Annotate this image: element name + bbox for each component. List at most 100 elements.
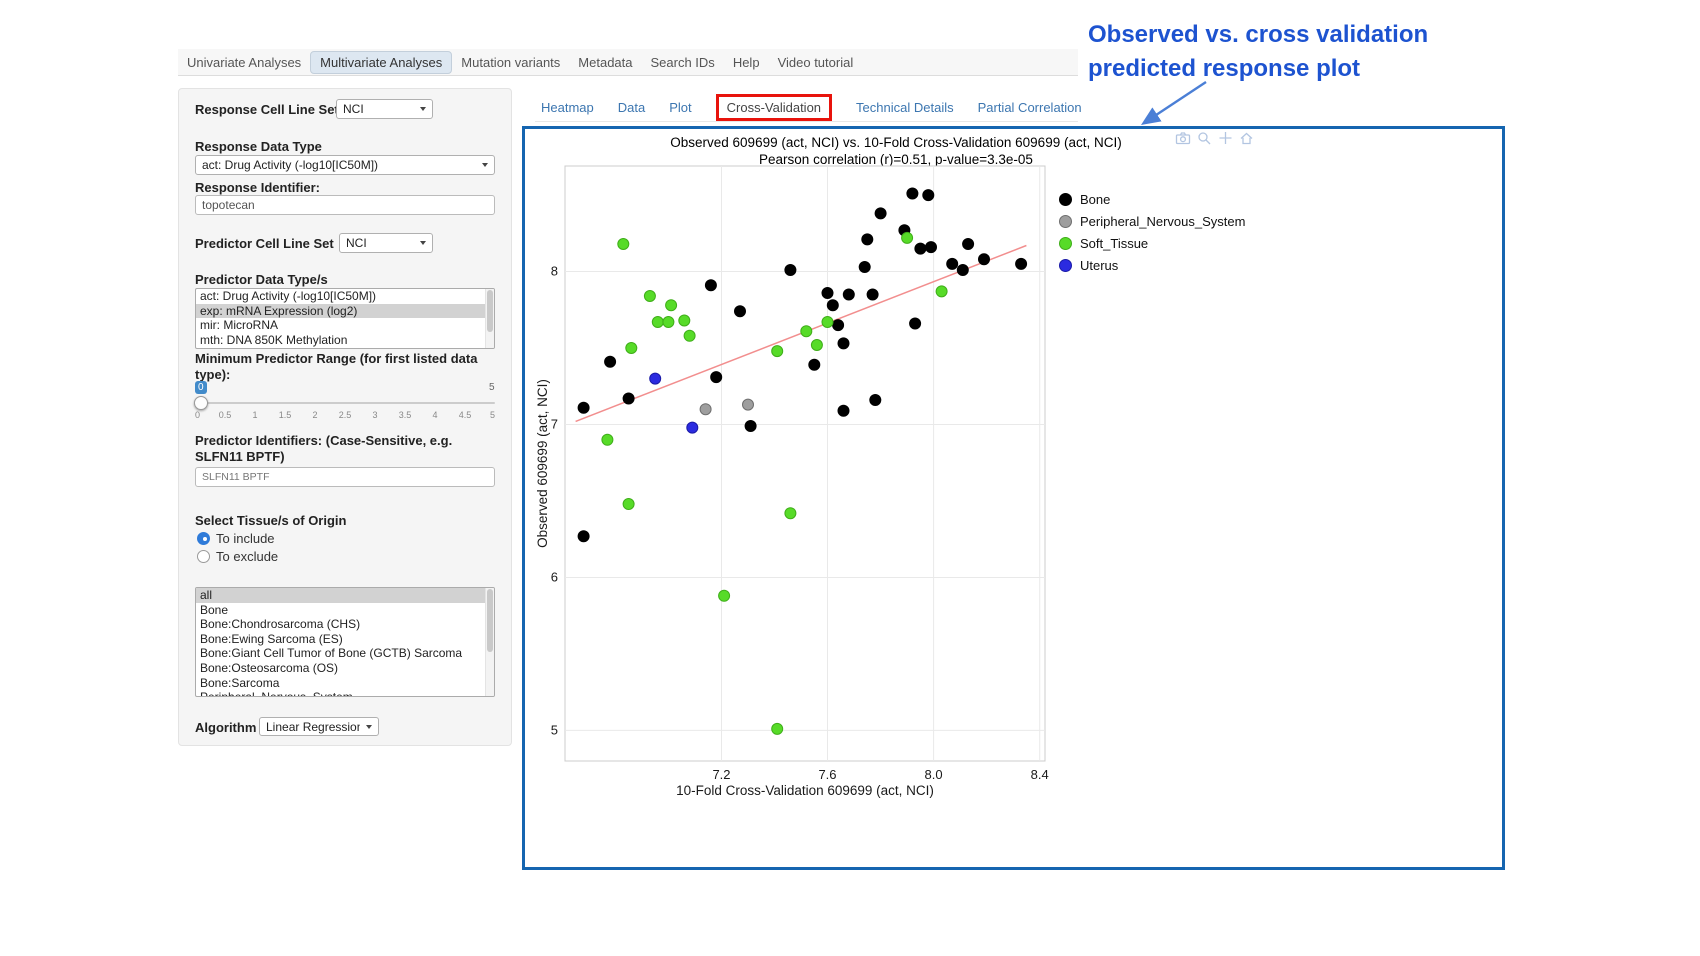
zoom-icon[interactable] <box>1197 131 1212 145</box>
data-point-bone[interactable] <box>604 355 617 368</box>
predictor-data-type-option-mth-dna-850k-methylation[interactable]: mth: DNA 850K Methylation <box>200 332 348 347</box>
tab-technical-details[interactable]: Technical Details <box>856 99 954 115</box>
tab-plot[interactable]: Plot <box>669 99 692 115</box>
tab-partial-correlation[interactable]: Partial Correlation <box>977 99 1082 115</box>
data-point-bone[interactable] <box>861 233 874 246</box>
tissue-radio-to-include[interactable]: To include <box>197 531 275 546</box>
tissue-option-all[interactable]: all <box>196 588 494 603</box>
data-point-soft-tissue[interactable] <box>678 314 691 327</box>
predictor-identifiers-input[interactable] <box>195 467 495 487</box>
tissue-option-bone-sarcoma[interactable]: Bone:Sarcoma <box>200 675 280 690</box>
data-point-bone[interactable] <box>821 287 834 299</box>
data-point-soft-tissue[interactable] <box>771 722 784 735</box>
response-cell-line-set-select[interactable]: NCI <box>336 99 433 119</box>
tab-cross-validation[interactable]: Cross-Validation <box>715 93 833 121</box>
tissue-option-bone-chondrosarcoma-chs[interactable]: Bone:Chondrosarcoma (CHS) <box>200 617 361 632</box>
predictor-data-types-listbox[interactable]: act: Drug Activity (-log10[IC50M]) exp: m… <box>195 288 495 349</box>
tissue-option-bone-osteosarcoma-os[interactable]: Bone:Osteosarcoma (OS) <box>200 660 339 675</box>
data-point-soft-tissue[interactable] <box>718 589 731 602</box>
data-point-bone[interactable] <box>704 279 717 292</box>
data-point-bone[interactable] <box>866 288 879 301</box>
data-point-peripheral-nervous-system[interactable] <box>742 398 754 411</box>
tab-heatmap[interactable]: Heatmap <box>541 99 594 115</box>
data-point-bone[interactable] <box>842 288 855 301</box>
nav-item-metadata[interactable]: Metadata <box>578 54 633 70</box>
data-point-soft-tissue[interactable] <box>622 498 635 510</box>
data-point-bone[interactable] <box>914 242 927 255</box>
data-point-bone[interactable] <box>978 253 990 266</box>
data-point-soft-tissue[interactable] <box>901 231 914 244</box>
min-predictor-range-slider-track[interactable] <box>195 402 495 404</box>
nav-item-univariate-analyses[interactable]: Univariate Analyses <box>187 54 302 70</box>
data-point-bone[interactable] <box>874 207 887 220</box>
data-point-bone[interactable] <box>837 404 850 417</box>
data-point-bone[interactable] <box>784 264 797 276</box>
scrollbar-thumb[interactable] <box>487 589 493 652</box>
tissue-option-bone-giant-cell-tumor-of-bone-gctb-sarcoma[interactable]: Bone:Giant Cell Tumor of Bone (GCTB) Sar… <box>200 646 463 661</box>
data-point-bone[interactable] <box>906 187 919 200</box>
nav-item-multivariate-analyses[interactable]: Multivariate Analyses <box>310 50 453 74</box>
data-point-uterus[interactable] <box>686 421 699 434</box>
data-point-soft-tissue[interactable] <box>643 290 656 302</box>
tissue-scrollbar[interactable] <box>485 588 494 696</box>
data-point-bone[interactable] <box>925 241 937 254</box>
data-point-bone[interactable] <box>922 189 935 202</box>
predictor-data-type-option-mir-microrna[interactable]: mir: MicroRNA <box>200 318 278 333</box>
tissue-option-bone[interactable]: Bone <box>200 602 229 617</box>
predictor-data-type-option-exp-mrna-expression-log2[interactable]: exp: mRNA Expression (log2) <box>196 303 494 319</box>
data-point-bone[interactable] <box>577 401 590 414</box>
data-point-soft-tissue[interactable] <box>625 342 638 354</box>
legend-item-soft-tissue[interactable]: Soft_Tissue <box>1059 232 1245 254</box>
data-point-bone[interactable] <box>837 337 850 350</box>
radio-circle-icon[interactable] <box>197 549 210 563</box>
data-point-bone[interactable] <box>744 420 757 432</box>
scatter-plot[interactable]: 7.2 7.6 8.0 8.4 5 6 7 8 10-Fold Cross-Validation… <box>535 161 1065 811</box>
data-point-peripheral-nervous-system[interactable] <box>699 403 712 416</box>
data-point-bone[interactable] <box>808 358 821 371</box>
tissue-option-bone-ewing-sarcoma-es[interactable]: Bone:Ewing Sarcoma (ES) <box>200 631 343 646</box>
data-point-soft-tissue[interactable] <box>651 316 664 328</box>
legend-item-peripheral-nervous-system[interactable]: Peripheral_Nervous_System <box>1059 210 1245 232</box>
tab-data[interactable]: Data <box>617 99 646 115</box>
data-point-soft-tissue[interactable] <box>800 325 813 338</box>
data-point-bone[interactable] <box>1015 257 1028 270</box>
camera-icon[interactable] <box>1175 131 1191 145</box>
tissue-radio-to-exclude[interactable]: To exclude <box>197 549 278 564</box>
data-point-bone[interactable] <box>869 394 882 406</box>
data-point-soft-tissue[interactable] <box>810 339 823 351</box>
data-point-bone[interactable] <box>956 264 969 276</box>
data-point-bone[interactable] <box>909 317 922 330</box>
scrollbar-thumb[interactable] <box>487 290 493 333</box>
algorithm-select[interactable]: Linear Regression <box>259 717 379 736</box>
home-icon[interactable] <box>1239 131 1254 145</box>
data-point-bone[interactable] <box>710 371 723 384</box>
data-point-uterus[interactable] <box>649 372 662 385</box>
data-point-soft-tissue[interactable] <box>771 345 784 358</box>
slider-handle[interactable] <box>194 396 208 410</box>
data-point-bone[interactable] <box>577 530 590 543</box>
pan-icon[interactable] <box>1218 131 1233 145</box>
data-point-bone[interactable] <box>962 238 975 250</box>
predictor-data-type-scrollbar[interactable] <box>485 289 494 348</box>
predictor-data-type-option-act-drug-activity-log10-ic50m[interactable]: act: Drug Activity (-log10[IC50M]) <box>200 289 377 303</box>
data-point-soft-tissue[interactable] <box>821 316 834 328</box>
data-point-soft-tissue[interactable] <box>601 433 614 446</box>
nav-item-help[interactable]: Help <box>732 54 760 70</box>
data-point-soft-tissue[interactable] <box>683 329 696 342</box>
data-point-bone[interactable] <box>858 261 871 273</box>
nav-item-mutation-variants[interactable]: Mutation variants <box>461 54 561 70</box>
radio-circle-icon[interactable] <box>197 531 210 545</box>
tissue-listbox[interactable]: all Bone Bone:Chondrosarcoma (CHS) Bone:Ewi… <box>195 587 495 697</box>
data-point-soft-tissue[interactable] <box>784 507 797 520</box>
data-point-bone[interactable] <box>734 305 746 318</box>
legend-item-bone[interactable]: Bone <box>1059 188 1245 210</box>
legend-item-uterus[interactable]: Uterus <box>1059 254 1245 276</box>
response-data-type-select[interactable]: act: Drug Activity (-log10[IC50M]) <box>195 155 495 175</box>
data-point-soft-tissue[interactable] <box>617 238 630 250</box>
data-point-bone[interactable] <box>832 319 845 332</box>
predictor-cell-line-set-select[interactable]: NCI <box>339 233 433 253</box>
data-point-bone[interactable] <box>946 257 959 270</box>
data-point-soft-tissue[interactable] <box>662 316 675 328</box>
data-point-soft-tissue[interactable] <box>665 299 678 312</box>
nav-item-video-tutorial[interactable]: Video tutorial <box>777 54 854 70</box>
